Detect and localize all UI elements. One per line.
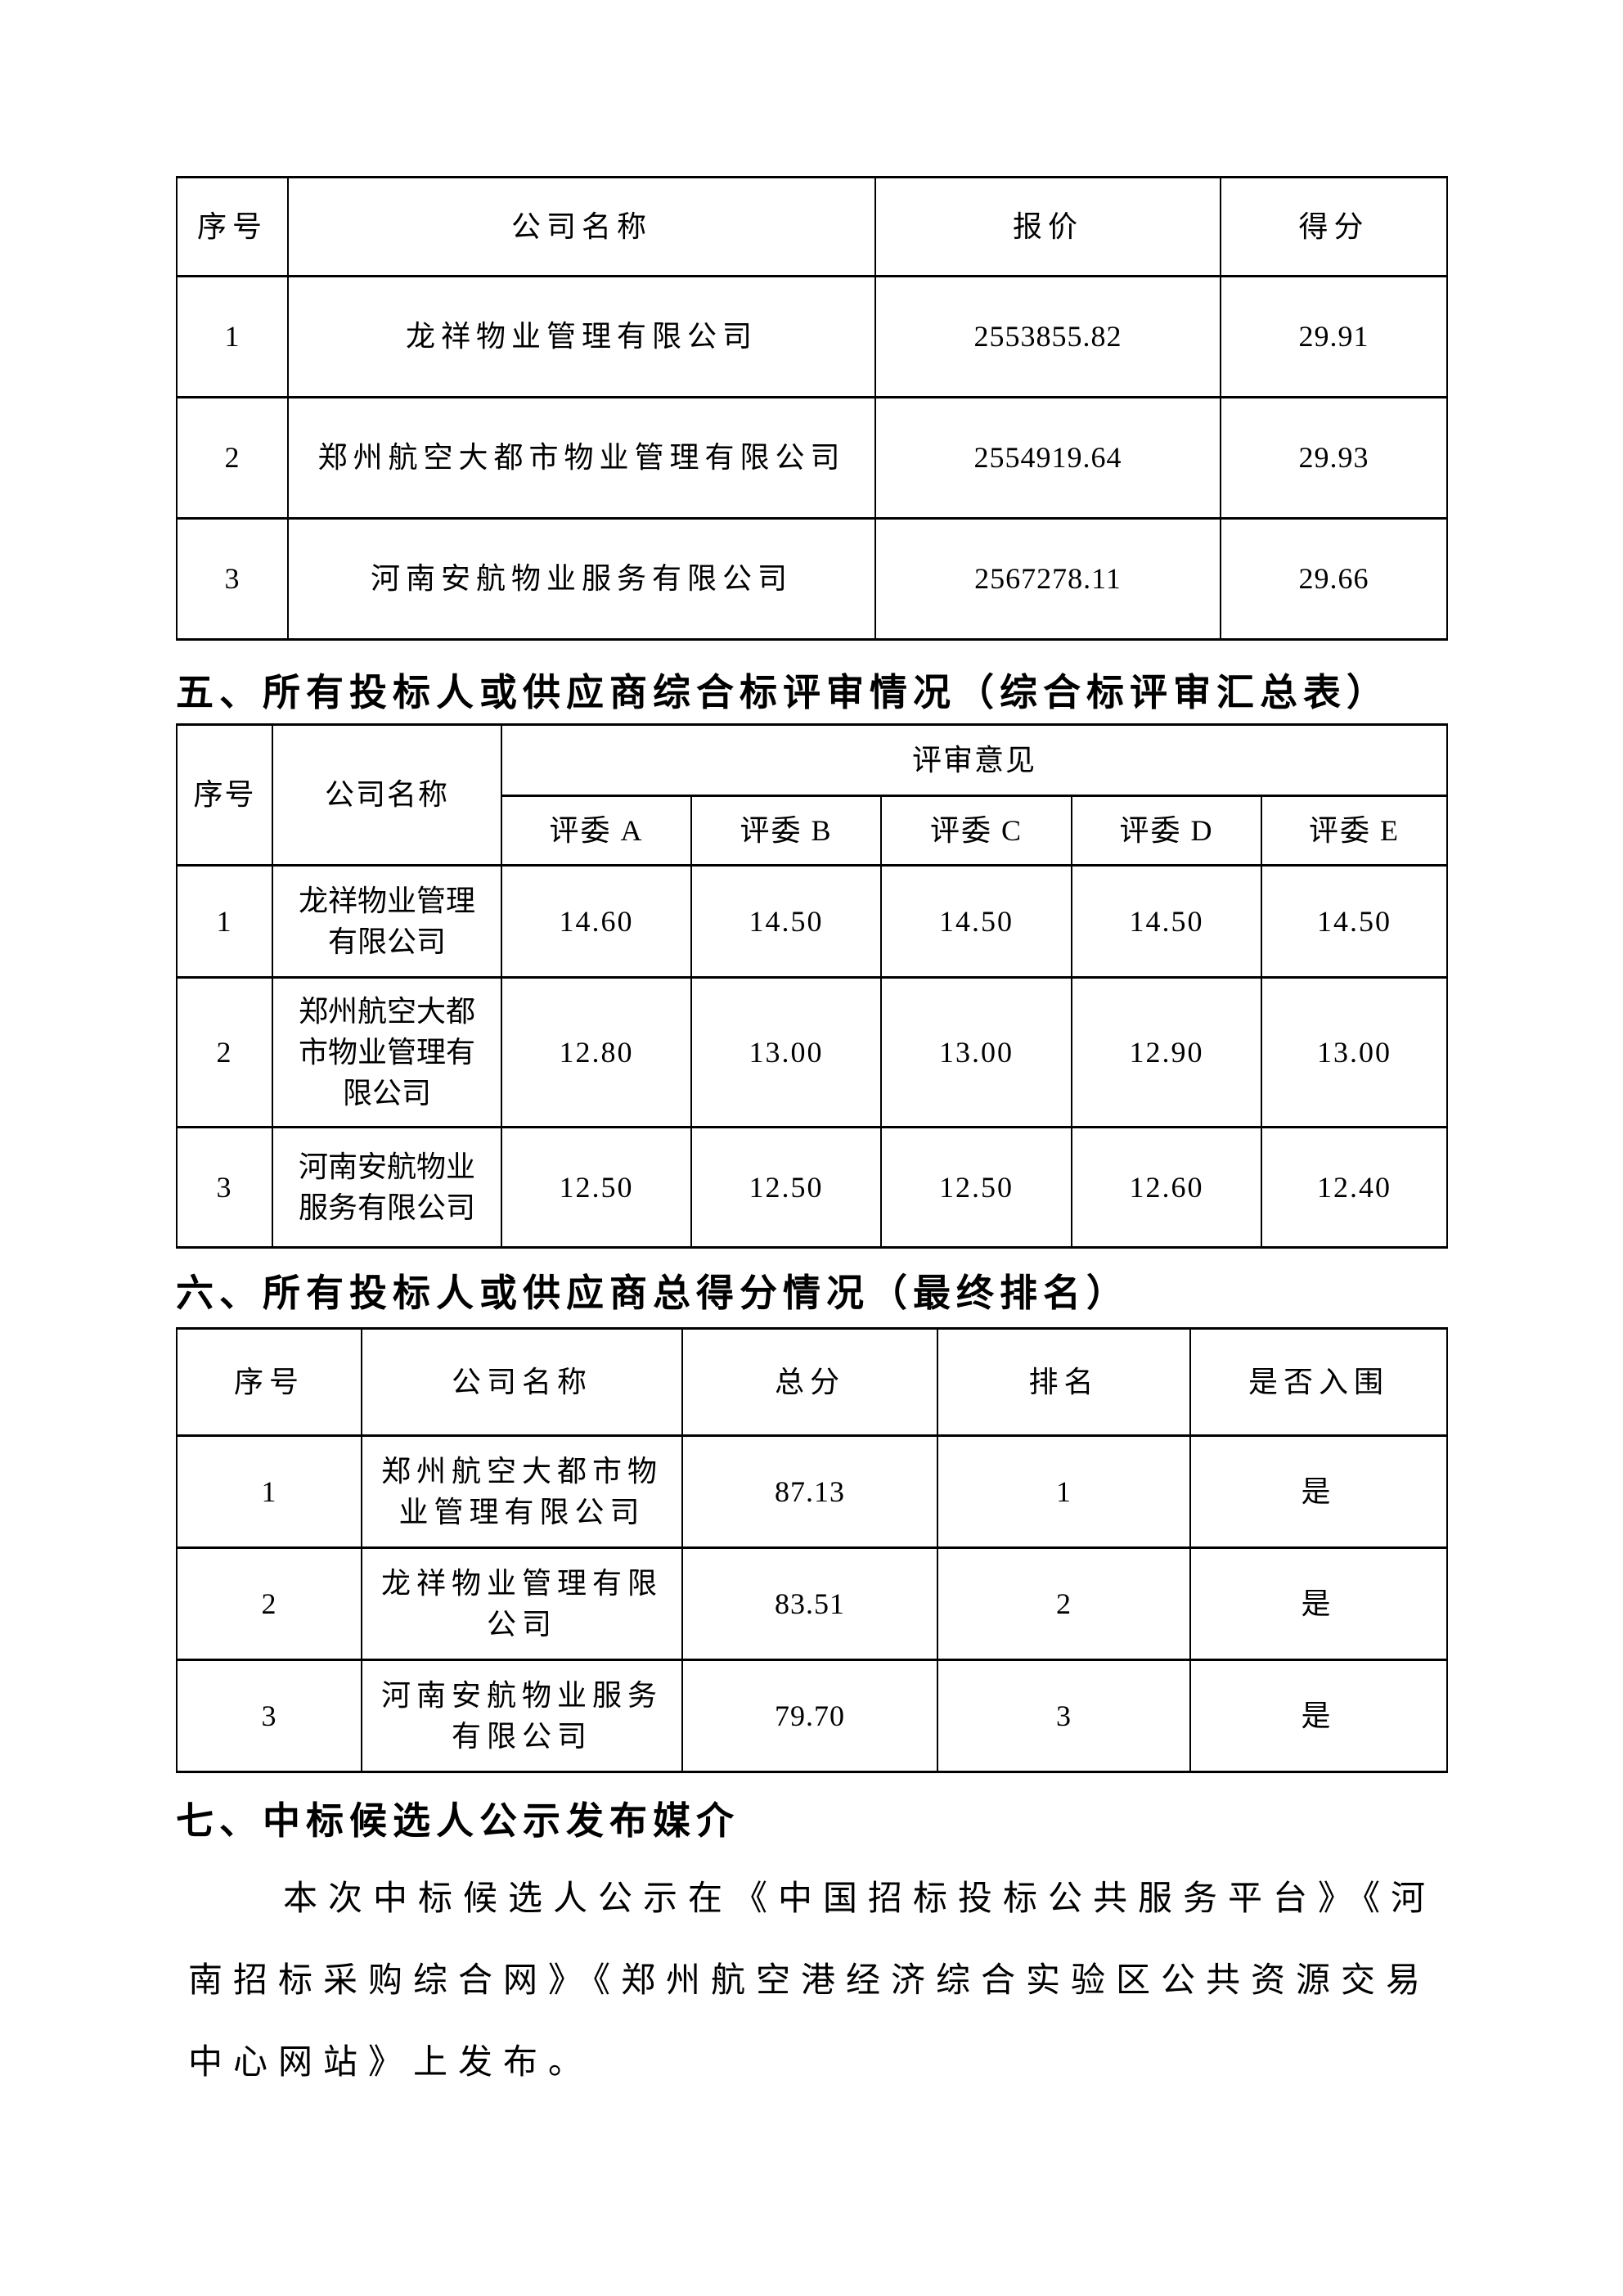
section-7-heading: 七、中标候选人公示发布媒介 bbox=[176, 1800, 740, 1842]
judge-score-cell: 12.90 bbox=[1071, 976, 1262, 1128]
judges-header-row: 评委 A 评委 B 评委 C 评委 D 评委 E bbox=[177, 795, 1449, 867]
shortlisted-cell: 是 bbox=[1189, 1659, 1448, 1773]
judge-a-column-header: 评委 A bbox=[501, 795, 692, 867]
rank-cell: 2 bbox=[937, 1546, 1191, 1661]
section-6-heading: 六、所有投标人或供应商总得分情况（最终排名） bbox=[176, 1272, 1130, 1314]
price-cell: 2567278.11 bbox=[874, 517, 1221, 641]
company-cell: 龙祥物业管理有限公司 bbox=[361, 1546, 683, 1661]
judge-c-column-header: 评委 C bbox=[880, 795, 1072, 867]
paragraph-line: 南招标采购综合网》《郑州航空港经济综合实验区公共资源交易 bbox=[188, 1962, 1432, 2000]
judge-d-column-header: 评委 D bbox=[1071, 795, 1262, 867]
judge-score-cell: 14.50 bbox=[690, 864, 882, 979]
rank-cell: 1 bbox=[937, 1434, 1191, 1549]
table-row: 1 龙祥物业管理有限公司 2553855.82 29.91 bbox=[176, 275, 1448, 398]
price-score-table: 序号 公司名称 报价 得分 1 龙祥物业管理有限公司 2553855.82 29… bbox=[176, 176, 1448, 641]
rank-column-header: 排名 bbox=[937, 1327, 1191, 1437]
company-column-header: 公司名称 bbox=[272, 723, 502, 867]
shortlisted-cell: 是 bbox=[1189, 1546, 1448, 1661]
score-cell: 29.66 bbox=[1220, 517, 1448, 641]
serial-column-header: 序号 bbox=[176, 723, 273, 867]
table-row: 2 龙祥物业管理有限公司 83.51 2 是 bbox=[176, 1546, 1448, 1661]
judge-score-cell: 12.50 bbox=[880, 1126, 1072, 1249]
judge-b-column-header: 评委 B bbox=[690, 795, 882, 867]
total-score-cell: 87.13 bbox=[681, 1434, 938, 1549]
judge-e-column-header: 评委 E bbox=[1260, 795, 1449, 867]
judge-score-cell: 14.60 bbox=[501, 864, 692, 979]
company-cell: 郑州航空大都市物业管理有限公司 bbox=[287, 396, 876, 520]
review-opinion-header: 评审意见 bbox=[500, 723, 1449, 797]
judge-score-cell: 14.50 bbox=[1260, 864, 1449, 979]
judge-score-cell: 14.50 bbox=[880, 864, 1072, 979]
company-cell: 龙祥物业管理有限公司 bbox=[272, 864, 502, 979]
serial-cell: 1 bbox=[176, 1434, 362, 1549]
price-cell: 2554919.64 bbox=[874, 396, 1221, 520]
paragraph-line: 中心网站》上发布。 bbox=[188, 2044, 594, 2082]
judge-score-cell: 13.00 bbox=[690, 976, 882, 1128]
score-column-header: 得分 bbox=[1220, 176, 1448, 277]
serial-cell: 2 bbox=[176, 1546, 362, 1661]
serial-cell: 3 bbox=[176, 1659, 362, 1773]
company-cell: 郑州航空大都市物业管理有限公司 bbox=[272, 976, 502, 1128]
serial-column-header: 序号 bbox=[176, 176, 289, 277]
score-cell: 29.91 bbox=[1220, 275, 1448, 398]
serial-cell: 1 bbox=[176, 275, 289, 398]
rank-cell: 3 bbox=[937, 1659, 1191, 1773]
table-row: 2 郑州航空大都市物业管理有限公司 12.80 13.00 13.00 12.9… bbox=[176, 976, 1449, 1128]
total-score-cell: 79.70 bbox=[681, 1659, 938, 1773]
shortlisted-column-header: 是否入围 bbox=[1189, 1327, 1448, 1437]
table-header-row: 序号 公司名称 评审意见 bbox=[176, 723, 1449, 867]
table-header-row: 序号 公司名称 总分 排名 是否入围 bbox=[176, 1327, 1448, 1437]
serial-cell: 3 bbox=[176, 517, 289, 641]
table-row: 3 河南安航物业服务有限公司 2567278.11 29.66 bbox=[176, 517, 1448, 641]
total-score-column-header: 总分 bbox=[681, 1327, 938, 1437]
shortlisted-cell: 是 bbox=[1189, 1434, 1448, 1549]
company-cell: 郑州航空大都市物业管理有限公司 bbox=[361, 1434, 683, 1549]
company-cell: 河南安航物业服务有限公司 bbox=[272, 1126, 502, 1249]
company-cell: 河南安航物业服务有限公司 bbox=[361, 1659, 683, 1773]
table-header-row: 序号 公司名称 报价 得分 bbox=[176, 176, 1448, 277]
score-cell: 29.93 bbox=[1220, 396, 1448, 520]
paragraph-line: 本次中标候选人公示在《中国招标投标公共服务平台》《河 bbox=[283, 1880, 1436, 1918]
judge-score-cell: 14.50 bbox=[1071, 864, 1262, 979]
table-row: 1 龙祥物业管理有限公司 14.60 14.50 14.50 14.50 14.… bbox=[176, 864, 1449, 979]
table-row: 2 郑州航空大都市物业管理有限公司 2554919.64 29.93 bbox=[176, 396, 1448, 520]
judge-score-cell: 12.50 bbox=[690, 1126, 882, 1249]
judge-score-cell: 12.40 bbox=[1260, 1126, 1449, 1249]
judge-score-cell: 13.00 bbox=[1260, 976, 1449, 1128]
serial-cell: 2 bbox=[176, 976, 273, 1128]
publication-media-paragraph: 本次中标候选人公示在《中国招标投标公共服务平台》《河 南招标采购综合网》《郑州航… bbox=[188, 1858, 1446, 2104]
table-row: 3 河南安航物业服务有限公司 12.50 12.50 12.50 12.60 1… bbox=[176, 1126, 1449, 1249]
final-ranking-table: 序号 公司名称 总分 排名 是否入围 1 郑州航空大都市物业管理有限公司 87.… bbox=[176, 1327, 1448, 1773]
table-row: 1 郑州航空大都市物业管理有限公司 87.13 1 是 bbox=[176, 1434, 1448, 1549]
document-page: 序号 公司名称 报价 得分 1 龙祥物业管理有限公司 2553855.82 29… bbox=[176, 0, 1449, 2104]
section-5-heading: 五、所有投标人或供应商综合标评审情况（综合标评审汇总表） bbox=[176, 672, 1390, 714]
price-cell: 2553855.82 bbox=[874, 275, 1221, 398]
review-summary-table: 序号 公司名称 评审意见 评委 A 评委 B 评委 C 评委 D 评委 E 1 … bbox=[176, 723, 1449, 1249]
company-column-header: 公司名称 bbox=[361, 1327, 683, 1437]
judge-score-cell: 12.60 bbox=[1071, 1126, 1262, 1249]
price-column-header: 报价 bbox=[874, 176, 1221, 277]
company-cell: 龙祥物业管理有限公司 bbox=[287, 275, 876, 398]
judge-score-cell: 13.00 bbox=[880, 976, 1072, 1128]
company-cell: 河南安航物业服务有限公司 bbox=[287, 517, 876, 641]
serial-cell: 3 bbox=[176, 1126, 273, 1249]
total-score-cell: 83.51 bbox=[681, 1546, 938, 1661]
judge-score-cell: 12.80 bbox=[501, 976, 692, 1128]
company-column-header: 公司名称 bbox=[287, 176, 876, 277]
serial-cell: 2 bbox=[176, 396, 289, 520]
serial-column-header: 序号 bbox=[176, 1327, 362, 1437]
table-row: 3 河南安航物业服务有限公司 79.70 3 是 bbox=[176, 1659, 1448, 1773]
serial-cell: 1 bbox=[176, 864, 273, 979]
judge-score-cell: 12.50 bbox=[501, 1126, 692, 1249]
